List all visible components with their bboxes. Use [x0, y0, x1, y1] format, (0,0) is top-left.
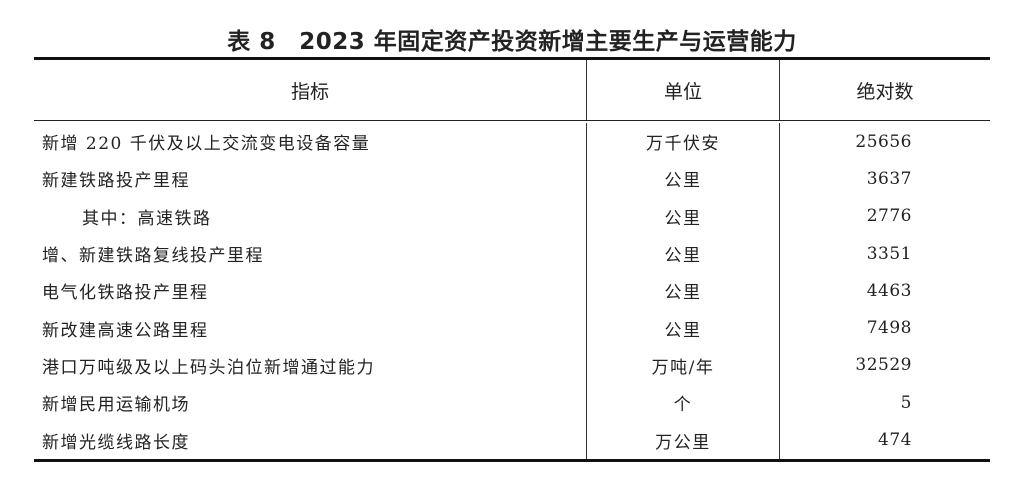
indicator-cell: 电气化铁路投产里程 [34, 272, 587, 310]
table-row: 新增 220 千伏及以上交流变电设备容量 万千伏安 25656 [34, 123, 990, 161]
value-cell: 2776 [866, 206, 912, 227]
table-row: 增、新建铁路复线投产里程 公里 3351 [34, 234, 990, 273]
unit-cell: 公里 [587, 272, 780, 310]
header-unit: 单位 [587, 60, 780, 120]
unit-cell: 公里 [587, 160, 780, 198]
unit-cell: 公里 [587, 234, 780, 273]
unit-cell: 万千伏安 [587, 123, 780, 161]
table-title: 表 8 2023 年固定资产投资新增主要生产与运营能力 [227, 29, 797, 55]
value-cell: 25656 [855, 131, 912, 152]
table-body: 新增 220 千伏及以上交流变电设备容量 万千伏安 25656 新建铁路投产里程 公里 3… [34, 123, 990, 459]
indicator-cell: 新建铁路投产里程 [34, 160, 587, 198]
indicator-cell: 新增民用运输机场 [34, 384, 587, 422]
value-cell: 5 [900, 392, 912, 413]
table-row: 新增光缆线路长度 万公里 474 [34, 421, 990, 459]
value-cell: 474 [878, 430, 912, 451]
header-indicator: 指标 [34, 60, 587, 120]
indicator-cell: 其中：高速铁路 [34, 197, 587, 235]
data-table: 指标 单位 绝对数 新增 220 千伏及以上交流变电设备容量 万千伏安 25656 新… [34, 57, 990, 462]
value-cell: 32529 [855, 355, 912, 376]
unit-cell: 公里 [587, 309, 780, 347]
value-cell: 3351 [866, 243, 912, 264]
indicator-cell: 新改建高速公路里程 [34, 309, 587, 347]
bottom-rule [34, 458, 990, 462]
table-row: 其中：高速铁路 公里 2776 [34, 197, 990, 235]
value-cell: 4463 [866, 280, 912, 301]
value-cell: 3637 [866, 168, 912, 189]
table-row: 新建铁路投产里程 公里 3637 [34, 160, 990, 198]
header-value: 绝对数 [856, 80, 914, 103]
unit-cell: 万公里 [587, 421, 780, 459]
indicator-cell: 新增 220 千伏及以上交流变电设备容量 [34, 123, 587, 161]
table-row: 新增民用运输机场个 5 [34, 384, 990, 422]
unit-cell: 个 [587, 384, 780, 422]
unit-cell: 万吨/年 [587, 346, 780, 385]
table-row: 电气化铁路投产里程 公里 4463 [34, 272, 990, 310]
unit-cell: 公里 [587, 197, 780, 235]
table-header: 指标 单位 绝对数 [34, 60, 990, 121]
indicator-cell: 增、新建铁路复线投产里程 [34, 234, 587, 273]
table-row: 港口万吨级及以上码头泊位新增通过能力 万吨/年 32529 [34, 346, 990, 385]
indicator-cell: 港口万吨级及以上码头泊位新增通过能力 [34, 346, 587, 385]
top-rule [34, 57, 990, 60]
value-cell: 7498 [866, 318, 912, 339]
table-row: 新改建高速公路里程 公里 7498 [34, 309, 990, 347]
indicator-cell: 新增光缆线路长度 [34, 421, 587, 459]
